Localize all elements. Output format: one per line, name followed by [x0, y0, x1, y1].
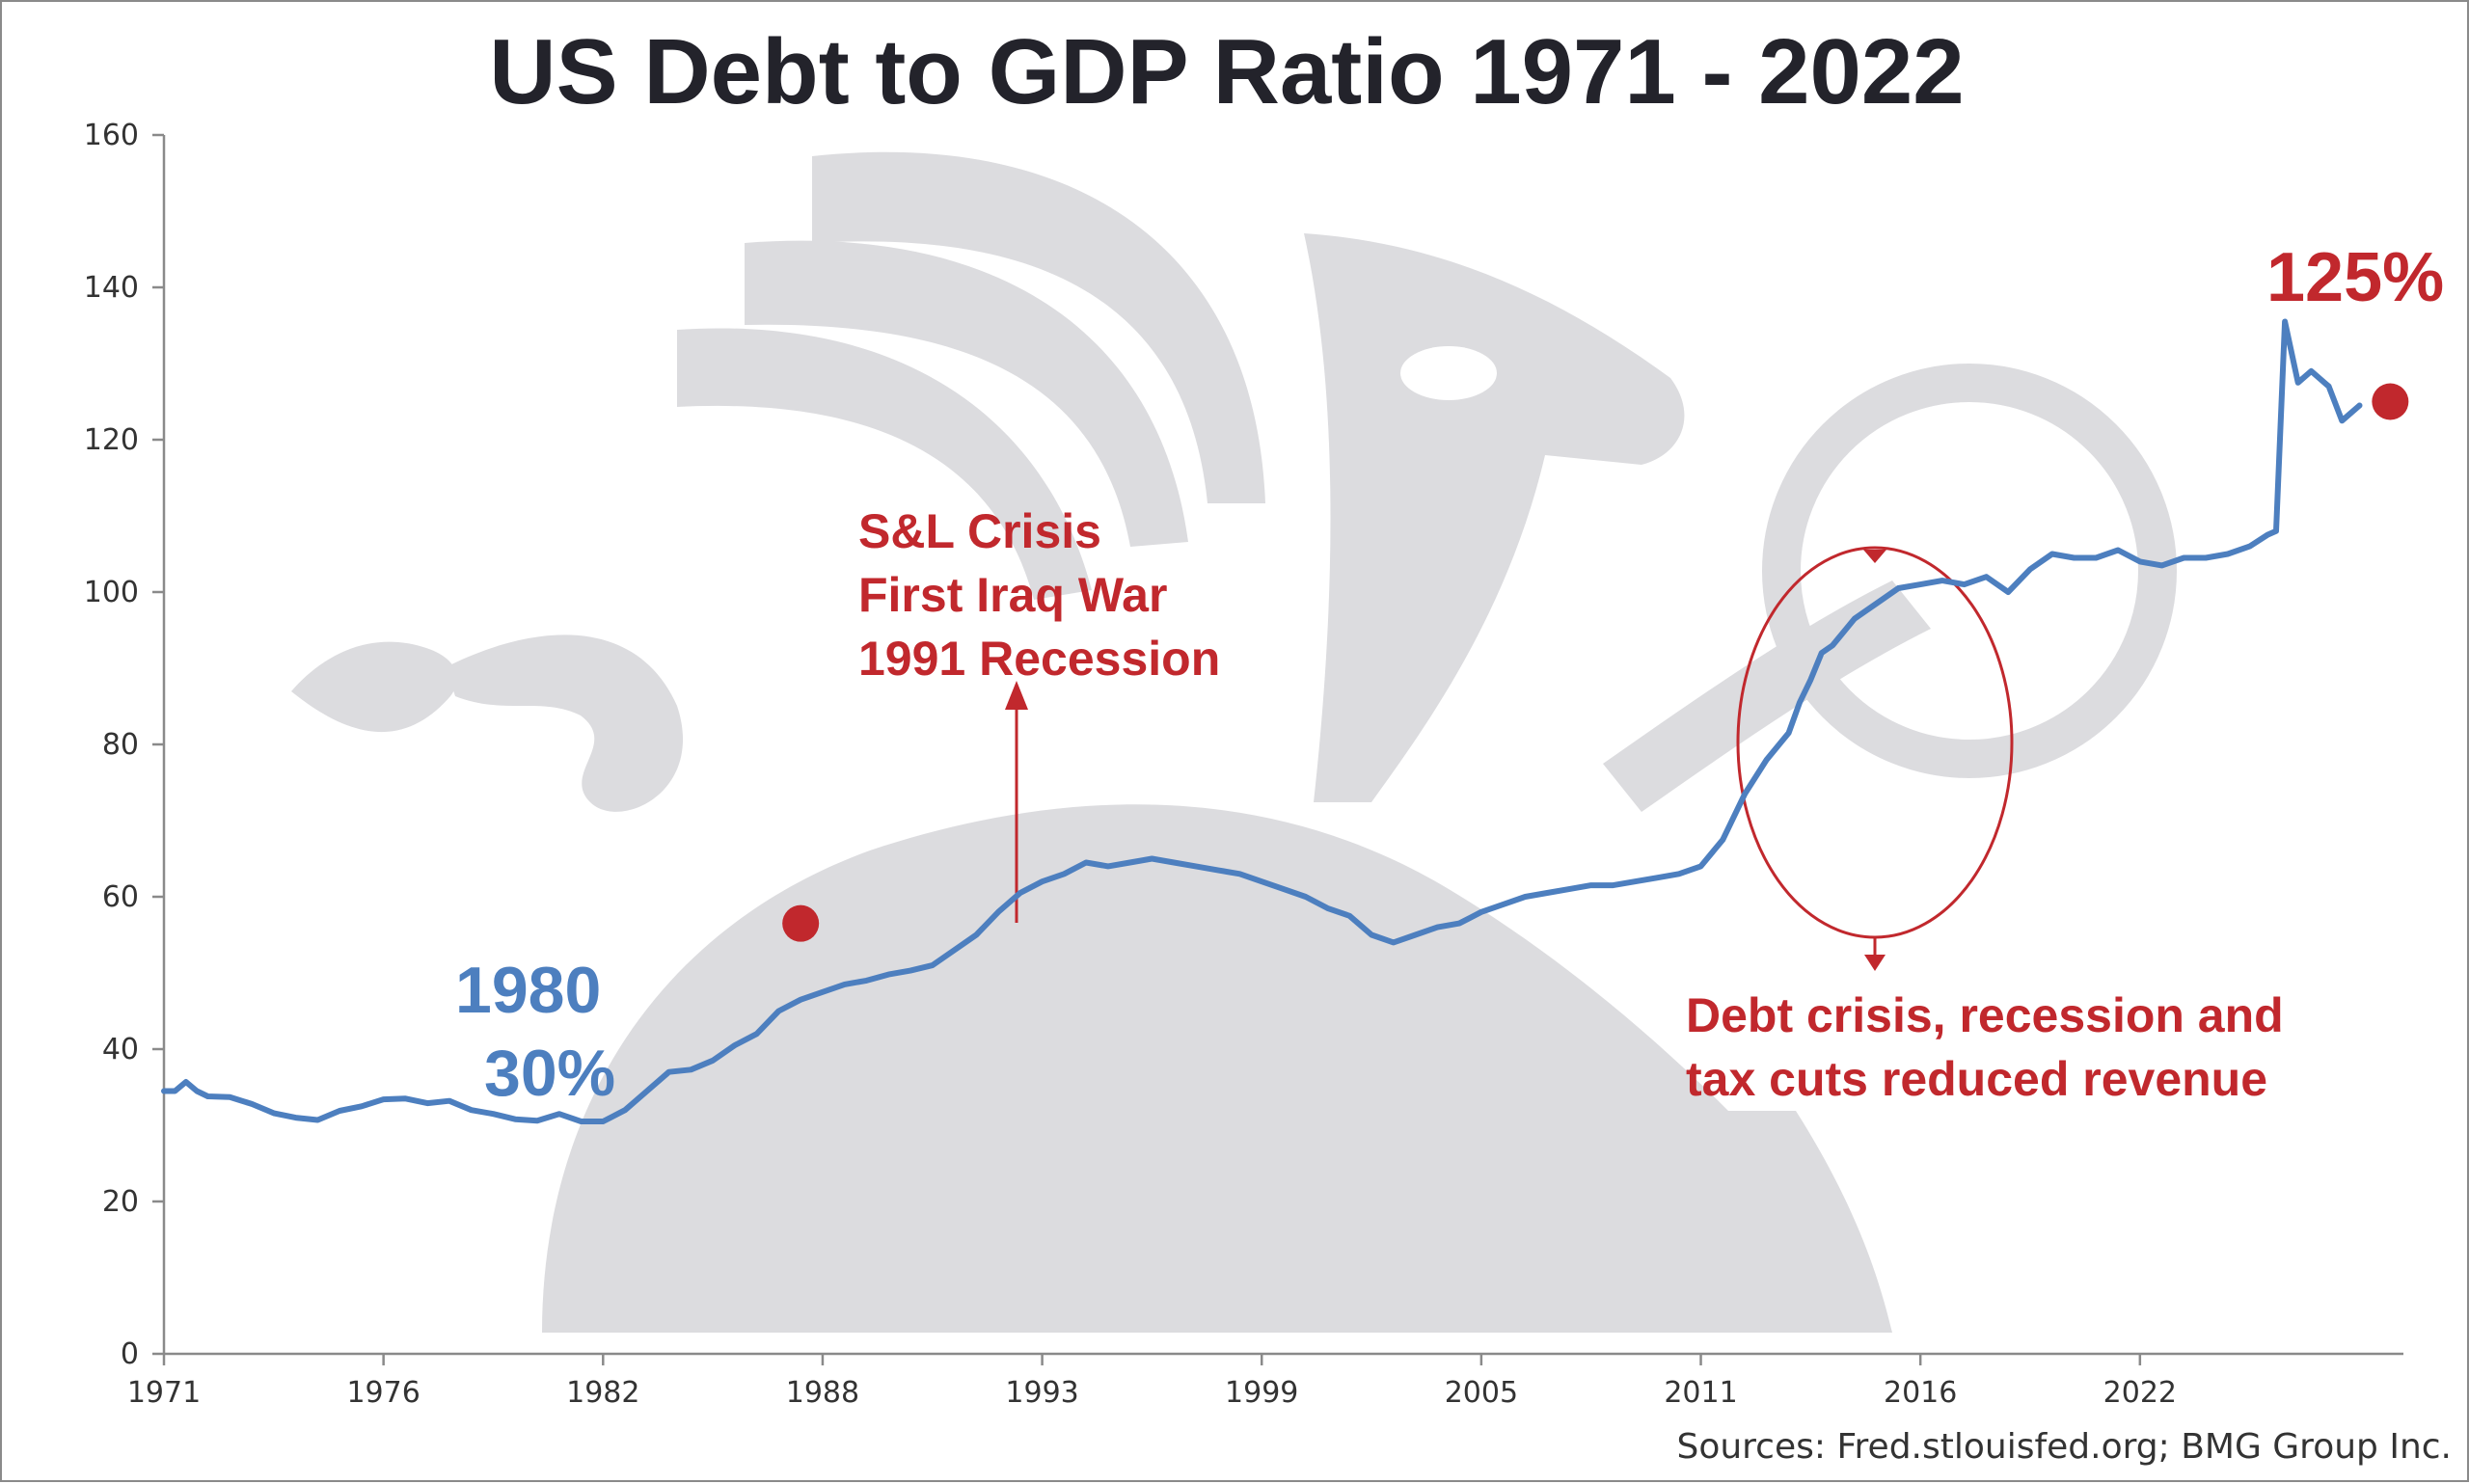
- debt-crisis-top-tick: [1863, 550, 1886, 563]
- label-1980-percent: 30%: [484, 1037, 615, 1110]
- x-tick-label: 2016: [1884, 1376, 1957, 1410]
- debt-crisis-arrow: [1864, 937, 1886, 971]
- end-value-label: 125%: [2266, 239, 2444, 316]
- x-tick-label: 2011: [1664, 1376, 1737, 1410]
- series-line-debt-to-gdp: [161, 318, 2363, 1124]
- highlight-point: [2372, 383, 2409, 420]
- y-tick-label: 60: [102, 880, 139, 914]
- x-tick-label: 1999: [1225, 1376, 1298, 1410]
- y-tick-label: 80: [102, 728, 139, 762]
- y-tick-label: 40: [102, 1033, 139, 1066]
- x-tick-label: 1988: [786, 1376, 859, 1410]
- source-note: Sources: Fred.stlouisfed.org; BMG Group …: [1676, 1427, 2452, 1467]
- x-tick-label: 1971: [127, 1376, 201, 1410]
- y-tick-label: 120: [84, 423, 139, 457]
- y-tick-label: 100: [84, 576, 139, 609]
- debt-crisis-line2: tax cuts reduced revenue: [1686, 1052, 2267, 1106]
- highlight-point: [782, 904, 820, 942]
- x-tick-label: 2005: [1445, 1376, 1518, 1410]
- y-tick-label: 140: [84, 271, 139, 305]
- x-tick-label: 1993: [1005, 1376, 1078, 1410]
- debt-crisis-line1: Debt crisis, recession and: [1686, 988, 2284, 1042]
- x-tick-label: 1982: [566, 1376, 639, 1410]
- watermark-eye: [1400, 346, 1497, 400]
- y-axis-ticks: 0 20 40 60 80 100 120 140 160: [84, 119, 164, 1371]
- snl-crisis-line1: S&L Crisis: [858, 504, 1101, 558]
- y-tick-label: 20: [102, 1185, 139, 1219]
- x-tick-label: 2022: [2103, 1376, 2177, 1410]
- watermark-logo: [291, 151, 2177, 1333]
- y-tick-label: 160: [84, 119, 139, 152]
- y-tick-label: 0: [121, 1337, 139, 1371]
- label-1980-year: 1980: [455, 954, 601, 1027]
- chart-title: US Debt to GDP Ratio 1971 - 2022: [489, 20, 1964, 123]
- x-tick-label: 1976: [346, 1376, 420, 1410]
- x-axis-ticks: 1971 1976 1982 1988 1993 1999 2005 2011 2016 2022: [127, 1354, 2177, 1410]
- snl-arrow: [1005, 681, 1028, 923]
- snl-crisis-line2: First Iraq War: [858, 568, 1167, 622]
- snl-crisis-line3: 1991 Recession: [858, 632, 1220, 686]
- highlight-points: [782, 383, 2409, 942]
